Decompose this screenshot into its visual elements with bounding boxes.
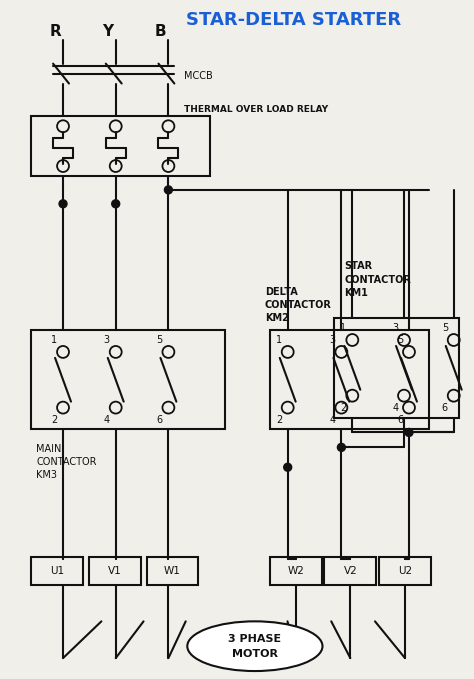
Text: 1: 1 [276,335,282,345]
Bar [335,318,459,418]
Text: W2: W2 [287,566,304,576]
Text: MAIN: MAIN [36,444,62,454]
Text: 5: 5 [397,335,403,345]
Text: 1: 1 [51,335,57,345]
Bar [89,557,141,585]
Circle shape [112,200,120,208]
Text: KM3: KM3 [36,470,57,480]
Text: KM1: KM1 [345,289,368,298]
Bar [270,557,321,585]
Text: 4: 4 [104,414,110,424]
Circle shape [405,428,413,437]
Text: W1: W1 [164,566,181,576]
Circle shape [284,463,292,471]
Text: 3: 3 [104,335,110,345]
Text: 1: 1 [340,323,346,333]
Text: 3 PHASE: 3 PHASE [228,634,282,644]
Text: CONTACTOR: CONTACTOR [265,300,332,310]
Bar [379,557,431,585]
Text: THERMAL OVER LOAD RELAY: THERMAL OVER LOAD RELAY [184,105,328,114]
Text: 2: 2 [51,414,57,424]
Circle shape [164,186,173,194]
Bar [270,330,429,430]
Circle shape [337,443,346,452]
Text: 6: 6 [397,414,403,424]
Text: V1: V1 [108,566,122,576]
Text: U1: U1 [50,566,64,576]
Circle shape [59,200,67,208]
Text: STAR: STAR [345,261,373,272]
Text: STAR-DELTA STARTER: STAR-DELTA STARTER [186,11,401,29]
Bar [146,557,198,585]
Text: CONTACTOR: CONTACTOR [36,457,97,467]
Text: 2: 2 [276,414,282,424]
Text: 6: 6 [442,403,448,413]
Text: 2: 2 [340,403,346,413]
Text: 6: 6 [156,414,163,424]
Text: 3: 3 [392,323,398,333]
Bar [31,330,225,430]
Bar [325,557,376,585]
Bar [31,116,210,176]
Text: 4: 4 [392,403,398,413]
Text: 4: 4 [329,414,336,424]
Text: MOTOR: MOTOR [232,649,278,659]
Text: 5: 5 [442,323,448,333]
Ellipse shape [187,621,322,671]
Bar [31,557,83,585]
Text: 3: 3 [329,335,336,345]
Text: DELTA: DELTA [265,287,298,297]
Text: MCCB: MCCB [184,71,213,81]
Text: R: R [49,24,61,39]
Text: V2: V2 [344,566,357,576]
Text: U2: U2 [398,566,412,576]
Text: CONTACTOR: CONTACTOR [345,276,411,285]
Text: KM2: KM2 [265,313,289,323]
Text: Y: Y [102,24,113,39]
Text: 5: 5 [156,335,163,345]
Text: B: B [155,24,166,39]
